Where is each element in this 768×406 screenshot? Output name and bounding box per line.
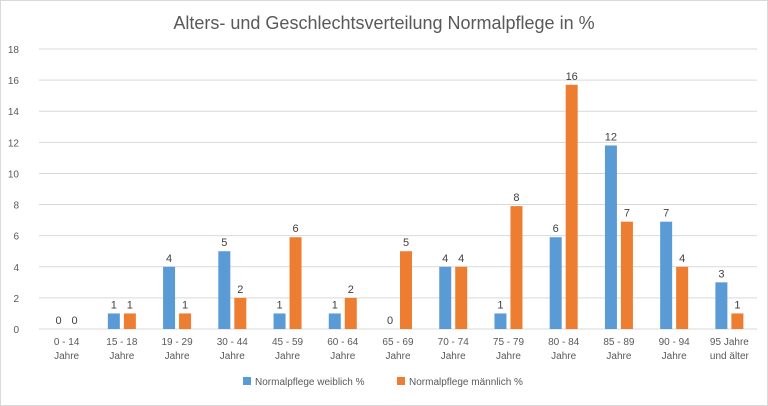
- bar-maennlich: [731, 313, 744, 329]
- data-label: 3: [718, 268, 724, 280]
- data-label: 4: [679, 253, 685, 265]
- bar-weiblich: [328, 313, 341, 329]
- x-tick-label: Jahre: [275, 351, 300, 362]
- y-tick-label: 10: [8, 169, 20, 180]
- x-tick-label: Jahre: [165, 351, 190, 362]
- data-label: 0: [72, 315, 78, 327]
- data-label: 1: [127, 299, 133, 311]
- bar-maennlich: [510, 206, 523, 329]
- data-label: 1: [332, 299, 338, 311]
- x-tick-label: 95 Jahre: [710, 337, 749, 348]
- bar-maennlich: [455, 266, 468, 329]
- legend-swatch-weiblich: [243, 377, 251, 385]
- legend-label: Normalpflege männlich %: [409, 377, 523, 388]
- bar-weiblich: [218, 251, 231, 329]
- bar-maennlich: [400, 251, 412, 329]
- x-tick-label: Jahre: [496, 351, 521, 362]
- x-tick-label: Jahre: [606, 351, 631, 362]
- data-label: 2: [348, 284, 354, 296]
- legend-swatch-maennlich: [397, 377, 405, 385]
- data-label: 0: [56, 315, 62, 327]
- chart-title: Alters- und Geschlechtsverteilung Normal…: [173, 13, 595, 33]
- bar-weiblich: [549, 237, 562, 329]
- x-tick-label: 85 - 89: [603, 337, 635, 348]
- bar-maennlich: [344, 297, 357, 329]
- x-tick-label: 75 - 79: [493, 337, 525, 348]
- bar-weiblich: [273, 313, 286, 329]
- x-tick-label: Jahre: [220, 351, 245, 362]
- x-tick-label: Jahre: [385, 351, 410, 362]
- x-tick-label: Jahre: [662, 351, 687, 362]
- bar-maennlich: [179, 313, 192, 329]
- bar-maennlich: [289, 237, 302, 329]
- x-tick-label: 65 - 69: [382, 337, 414, 348]
- y-tick-label: 18: [8, 45, 20, 56]
- x-tick-label: Jahre: [551, 351, 576, 362]
- y-tick-label: 12: [8, 138, 20, 149]
- y-tick-label: 2: [13, 294, 19, 305]
- x-tick-label: Jahre: [54, 351, 79, 362]
- data-label: 12: [605, 131, 617, 143]
- y-tick-label: 16: [8, 76, 20, 87]
- data-label: 16: [566, 71, 578, 83]
- data-label: 1: [182, 299, 188, 311]
- x-tick-label: 19 - 29: [162, 337, 194, 348]
- bar-maennlich: [565, 84, 578, 330]
- x-tick-label: 80 - 84: [548, 337, 580, 348]
- legend-label: Normalpflege weiblich %: [255, 377, 365, 388]
- bar-maennlich: [123, 313, 136, 329]
- bar-maennlich: [234, 297, 247, 329]
- x-tick-label: Jahre: [330, 351, 355, 362]
- x-tick-label: und älter: [710, 351, 750, 362]
- x-tick-label: Jahre: [109, 351, 134, 362]
- y-tick-label: 14: [8, 107, 20, 118]
- data-label: 4: [442, 253, 448, 265]
- data-label: 6: [292, 223, 298, 235]
- data-label: 1: [497, 299, 503, 311]
- x-tick-label: 70 - 74: [438, 337, 470, 348]
- data-label: 1: [276, 299, 282, 311]
- y-tick-label: 6: [13, 232, 19, 243]
- bar-weiblich: [163, 266, 176, 329]
- data-label: 7: [663, 208, 669, 220]
- data-label: 6: [553, 223, 559, 235]
- data-label: 0: [387, 315, 393, 327]
- data-label: 7: [624, 208, 630, 220]
- data-label: 2: [237, 284, 243, 296]
- bar-weiblich: [439, 266, 452, 329]
- bar-maennlich: [620, 221, 633, 329]
- data-label: 1: [111, 299, 117, 311]
- bar-weiblich: [715, 282, 728, 329]
- x-tick-label: 0 - 14: [54, 337, 80, 348]
- bar-weiblich: [107, 313, 120, 329]
- x-tick-label: Jahre: [441, 351, 466, 362]
- data-label: 5: [221, 237, 227, 249]
- x-tick-label: 15 - 18: [106, 337, 138, 348]
- x-tick-label: 45 - 59: [272, 337, 304, 348]
- x-tick-label: 30 - 44: [217, 337, 249, 348]
- bar-maennlich: [676, 266, 689, 329]
- data-label: 5: [403, 237, 409, 249]
- bar-weiblich: [604, 145, 617, 329]
- bar-weiblich: [660, 221, 673, 329]
- data-label: 4: [458, 253, 464, 265]
- y-tick-label: 8: [13, 201, 19, 212]
- y-tick-label: 4: [13, 263, 19, 274]
- x-tick-label: 90 - 94: [659, 337, 691, 348]
- x-tick-label: 60 - 64: [327, 337, 359, 348]
- data-label: 4: [166, 253, 172, 265]
- bar-weiblich: [494, 313, 507, 329]
- data-label: 1: [734, 299, 740, 311]
- y-tick-label: 0: [13, 325, 19, 336]
- data-label: 8: [513, 192, 519, 204]
